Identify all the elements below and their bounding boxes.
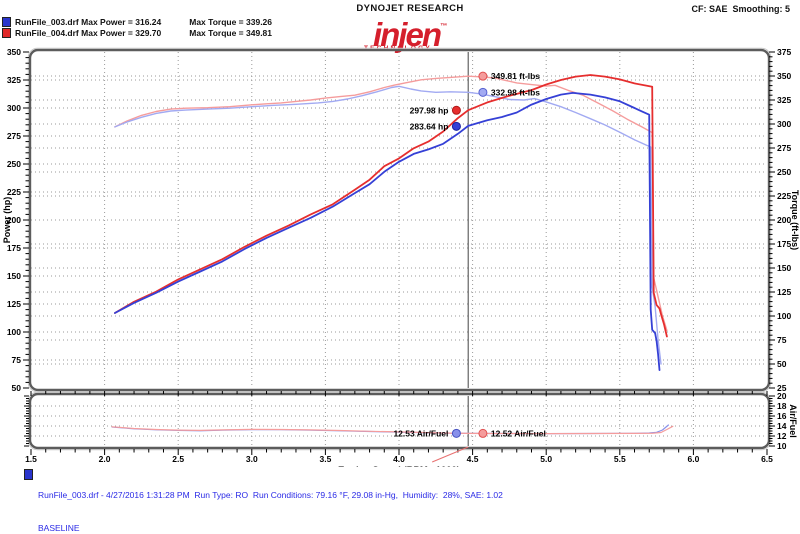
svg-text:4.0: 4.0 — [393, 454, 405, 464]
cursor-leader-line — [431, 446, 469, 463]
x-axis-label: Engine Speed (RPM x1000) — [338, 465, 460, 467]
torque-blue-curve — [114, 85, 662, 365]
svg-text:14: 14 — [777, 421, 787, 431]
svg-text:300: 300 — [7, 103, 21, 113]
annotation-label: 332.98 ft-lbs — [491, 87, 540, 97]
svg-text:350: 350 — [7, 47, 21, 57]
dyno-chart: 350 325 300 275 250 225 200 175 150 125 100 75 50 375… — [2, 47, 800, 467]
axis-titles: Power (hp) Torque (ft-lbs) Air/Fuel Engine … — [2, 190, 800, 467]
svg-text:125: 125 — [777, 287, 791, 297]
svg-text:275: 275 — [777, 143, 791, 153]
annotation-label: 283.64 hp — [410, 121, 449, 131]
svg-text:2.0: 2.0 — [99, 454, 111, 464]
run-color-swatch-icon — [24, 469, 33, 480]
power-blue-curve — [114, 92, 661, 372]
power-axis-label: Power (hp) — [2, 197, 12, 244]
af-red-curve — [111, 425, 674, 435]
cursor-group[interactable]: 4,474 — [416, 52, 469, 467]
svg-text:100: 100 — [777, 311, 791, 321]
svg-text:200: 200 — [777, 215, 791, 225]
annotation-dot — [478, 71, 488, 81]
svg-text:150: 150 — [777, 263, 791, 273]
svg-text:18: 18 — [777, 401, 787, 411]
run-file-name: RunFile_004.drf — [15, 28, 79, 38]
svg-text:325: 325 — [777, 95, 791, 105]
svg-text:350: 350 — [777, 71, 791, 81]
annotation-dot — [478, 87, 488, 97]
svg-text:3.5: 3.5 — [319, 454, 331, 464]
annotation-dot — [451, 121, 461, 131]
injen-logo: injen™ — [372, 16, 447, 53]
annotation-dot — [478, 428, 488, 438]
svg-text:175: 175 — [777, 239, 791, 249]
annotation-label: 12.52 Air/Fuel — [491, 428, 546, 438]
cursor-rpm-readout: 4,474 — [416, 465, 438, 467]
svg-text:150: 150 — [7, 271, 21, 281]
svg-text:125: 125 — [7, 299, 21, 309]
svg-text:225: 225 — [777, 191, 791, 201]
run-color-swatch-icon — [2, 28, 11, 38]
svg-text:6.0: 6.0 — [687, 454, 699, 464]
run-color-swatch-icon — [2, 17, 11, 27]
svg-text:10: 10 — [777, 441, 787, 451]
svg-text:5.5: 5.5 — [614, 454, 626, 464]
run-max-torque: Max Torque = 349.81 — [189, 28, 273, 38]
annotation-label: 349.81 ft-lbs — [491, 71, 540, 81]
svg-text:175: 175 — [7, 243, 21, 253]
svg-text:75: 75 — [12, 355, 22, 365]
svg-text:75: 75 — [777, 335, 787, 345]
svg-text:100: 100 — [7, 327, 21, 337]
torque-axis-label: Torque (ft-lbs) — [790, 190, 800, 250]
annotation-dot — [451, 428, 461, 438]
svg-text:6.5: 6.5 — [761, 454, 773, 464]
svg-text:225: 225 — [7, 187, 21, 197]
svg-text:50: 50 — [777, 359, 787, 369]
svg-text:325: 325 — [7, 75, 21, 85]
annotation-dot — [451, 105, 461, 115]
axis-ticks — [23, 51, 775, 455]
run-label-line: BASELINE — [38, 523, 80, 533]
gridlines — [31, 52, 767, 446]
svg-text:4.5: 4.5 — [467, 454, 479, 464]
svg-text:25: 25 — [777, 383, 787, 393]
dynojet-research-label: DYNOJET RESEARCH — [356, 3, 464, 14]
svg-text:250: 250 — [7, 159, 21, 169]
svg-text:3.0: 3.0 — [246, 454, 258, 464]
header-run-summary: RunFile_003.drf Max Power = 316.24 Max To… — [2, 17, 272, 39]
svg-text:5.0: 5.0 — [540, 454, 552, 464]
series-curves — [111, 74, 674, 435]
trademark-icon: ™ — [440, 23, 447, 30]
header-run-row: RunFile_004.drf Max Power = 329.70 Max To… — [2, 28, 272, 38]
svg-text:250: 250 — [777, 167, 791, 177]
svg-text:12: 12 — [777, 431, 787, 441]
footer-run-details: RunFile_003.drf - 4/27/2016 1:31:28 PM R… — [24, 468, 794, 534]
cursor-annotations: 349.81 ft-lbs 332.98 ft-lbs 297.98 hp 283.6… — [393, 71, 545, 438]
svg-text:200: 200 — [7, 215, 21, 225]
torque-red-curve — [114, 75, 668, 332]
svg-text:300: 300 — [777, 119, 791, 129]
svg-text:2.5: 2.5 — [172, 454, 184, 464]
airfuel-axis-label: Air/Fuel — [788, 404, 798, 438]
axis-tick-labels: 350 325 300 275 250 225 200 175 150 125 100 75 50 375… — [7, 47, 792, 464]
svg-text:375: 375 — [777, 47, 791, 57]
power-red-curve — [114, 74, 668, 338]
run-max-power: Max Power = 316.24 — [81, 17, 162, 27]
run-max-power: Max Power = 329.70 — [81, 28, 162, 38]
run-info-line: RunFile_003.drf - 4/27/2016 1:31:28 PM R… — [38, 490, 503, 500]
header-run-row: RunFile_003.drf Max Power = 316.24 Max To… — [2, 17, 272, 27]
svg-text:20: 20 — [777, 391, 787, 401]
correction-smoothing-label: CF: SAE Smoothing: 5 — [691, 4, 791, 14]
svg-text:50: 50 — [12, 383, 22, 393]
run-max-torque: Max Torque = 339.26 — [189, 17, 273, 27]
svg-text:275: 275 — [7, 131, 21, 141]
annotation-label: 297.98 hp — [410, 105, 449, 115]
svg-text:1.5: 1.5 — [25, 454, 37, 464]
run-file-name: RunFile_003.drf — [15, 17, 79, 27]
run-legend-entry: RunFile_003.drf - 4/27/2016 1:31:28 PM R… — [24, 468, 794, 534]
annotation-label: 12.53 Air/Fuel — [393, 428, 448, 438]
svg-text:16: 16 — [777, 411, 787, 421]
